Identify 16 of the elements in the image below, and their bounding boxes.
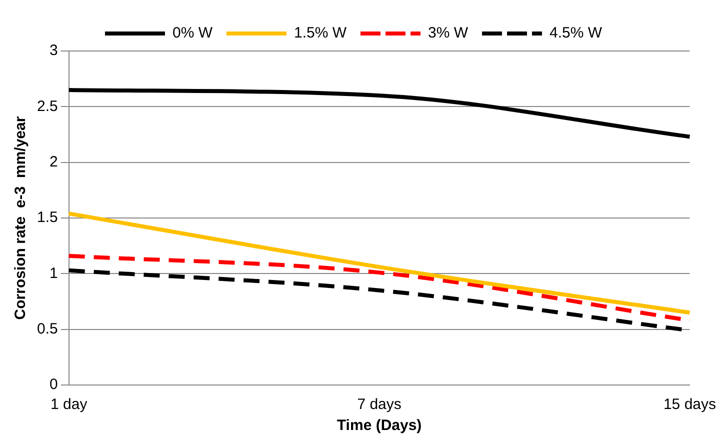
y-axis-title: Corrosion rate e-3 mm/year	[12, 116, 30, 320]
y-tick-label: 0.5	[36, 320, 58, 338]
y-tick-label: 3	[50, 42, 58, 60]
legend-label: 4.5% W	[550, 24, 603, 42]
y-tick-label: 0	[50, 376, 58, 394]
y-tick-label: 1	[50, 264, 58, 282]
x-tick-label: 1 day	[50, 396, 88, 414]
legend-label: 3% W	[428, 24, 469, 42]
legend-label: 0% W	[172, 24, 214, 42]
y-tick-label: 1.5	[36, 209, 58, 226]
legend-label: 1.5% W	[294, 24, 348, 42]
y-tick-label: 2	[50, 153, 58, 170]
x-tick-label: 15 days	[663, 396, 716, 414]
x-tick-label: 7 days	[357, 396, 402, 414]
y-tick-label: 2.5	[36, 98, 58, 115]
x-axis-title: Time (Days)	[336, 417, 422, 434]
